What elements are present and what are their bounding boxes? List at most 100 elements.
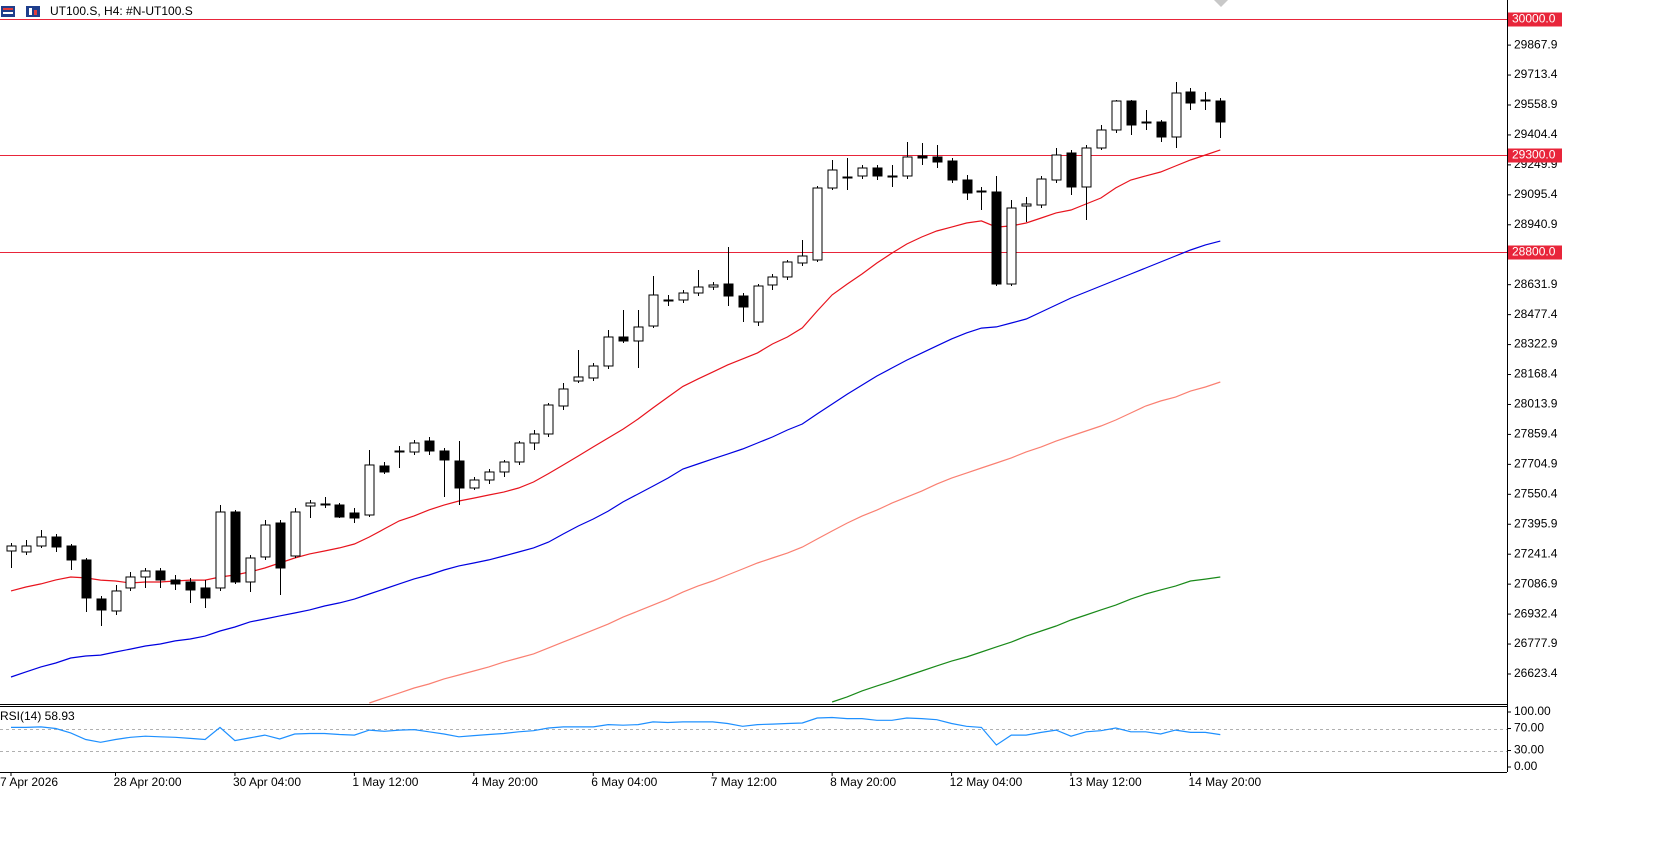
chart-title: UT100.S, H4: #N-UT100.S xyxy=(50,4,193,18)
candle-body xyxy=(902,156,913,177)
candle-body xyxy=(170,579,181,585)
level-label-bg xyxy=(1508,12,1562,27)
y-tick-label: 26777.9 xyxy=(1514,636,1558,650)
x-tick-label: 6 May 04:00 xyxy=(591,775,657,789)
y-tick-label: 26932.4 xyxy=(1514,606,1558,620)
candle-body xyxy=(260,524,271,558)
level-label: 28800.0 xyxy=(1512,245,1556,259)
x-tick-label: 1 May 12:00 xyxy=(352,775,418,789)
y-tick-label: 27550.4 xyxy=(1514,486,1558,500)
candle-body xyxy=(21,545,32,553)
candle-body xyxy=(976,190,987,193)
candle-body xyxy=(1036,178,1047,206)
x-tick-label: 30 Apr 04:00 xyxy=(233,775,301,789)
candle-body xyxy=(439,450,450,461)
symbol-icons xyxy=(1,6,40,17)
candle-body xyxy=(469,479,480,489)
y-tick-label: 28322.9 xyxy=(1514,337,1558,351)
x-tick-label: 8 May 20:00 xyxy=(830,775,896,789)
ma-line xyxy=(10,149,1221,592)
ma-line xyxy=(831,576,1221,703)
y-tick-label: 27241.4 xyxy=(1514,546,1558,560)
candle-body xyxy=(1141,121,1152,124)
rsi-tick-label: 0.00 xyxy=(1514,759,1538,773)
candle-body xyxy=(349,512,360,519)
level-label: 30000.0 xyxy=(1512,12,1556,26)
y-tick-label: 29558.9 xyxy=(1514,97,1558,111)
indicator-title: RSI(14) 58.93 xyxy=(0,709,75,723)
candle-body xyxy=(693,286,704,294)
candle-body xyxy=(797,255,808,264)
candle-body xyxy=(215,511,226,589)
candle-body xyxy=(782,261,793,278)
candle-body xyxy=(618,336,629,342)
candle-body xyxy=(1096,129,1107,149)
candle-body xyxy=(842,176,853,179)
y-tick-label: 26623.4 xyxy=(1514,666,1558,680)
candle-body xyxy=(1081,147,1092,188)
x-tick-label: 4 May 20:00 xyxy=(472,775,538,789)
candle-body xyxy=(529,433,540,444)
rsi-tick-label: 70.00 xyxy=(1514,721,1544,735)
y-tick-label: 27395.9 xyxy=(1514,516,1558,530)
candle-body xyxy=(558,388,569,407)
y-tick-label: 29095.4 xyxy=(1514,187,1558,201)
y-tick-label: 29867.9 xyxy=(1514,37,1558,51)
ma-line xyxy=(369,381,1221,704)
candle-body xyxy=(275,522,286,569)
candle-body xyxy=(708,284,719,288)
candle-body xyxy=(767,276,778,286)
candle-body xyxy=(1156,121,1167,138)
candle-body xyxy=(230,511,241,583)
x-tick-label: 12 May 04:00 xyxy=(950,775,1023,789)
x-tick-label: 28 Apr 20:00 xyxy=(114,775,182,789)
level-label: 29300.0 xyxy=(1512,148,1556,162)
candle-body xyxy=(1171,92,1182,138)
candle-body xyxy=(96,598,107,611)
candle-body xyxy=(1021,203,1032,207)
candle-body xyxy=(932,156,943,163)
candle-body xyxy=(81,559,92,599)
rsi-tick-label: 30.00 xyxy=(1514,743,1544,757)
candle-body xyxy=(305,502,316,507)
candle-body xyxy=(1006,207,1017,285)
candle-body xyxy=(454,460,465,489)
candle-body xyxy=(424,440,435,452)
candle-body xyxy=(155,570,166,581)
candle-body xyxy=(1200,99,1211,102)
candle-body xyxy=(917,155,928,159)
candle-body xyxy=(991,191,1002,285)
candle-body xyxy=(1215,100,1226,123)
candle-body xyxy=(663,299,674,302)
icon xyxy=(3,8,13,10)
y-tick-label: 28168.4 xyxy=(1514,367,1558,381)
candle-body xyxy=(394,450,405,453)
level-label-bg xyxy=(1508,245,1562,260)
x-tick-label: 14 May 20:00 xyxy=(1188,775,1261,789)
y-tick-label: 28013.9 xyxy=(1514,397,1558,411)
y-tick-label: 29404.4 xyxy=(1514,127,1558,141)
x-tick-label: 7 May 12:00 xyxy=(711,775,777,789)
candle-body xyxy=(588,365,599,379)
candle-body xyxy=(6,545,17,552)
rsi-line xyxy=(11,716,1221,746)
y-tick-label: 27859.4 xyxy=(1514,427,1558,441)
candle-body xyxy=(678,292,689,301)
candle-body xyxy=(409,442,420,453)
candle-body xyxy=(857,167,868,177)
icon xyxy=(26,6,40,17)
candle-body xyxy=(334,504,345,518)
candle-body xyxy=(633,326,644,342)
candle-body xyxy=(514,442,525,463)
candle-body xyxy=(200,587,211,599)
candle-body xyxy=(1111,100,1122,131)
candle-body xyxy=(484,471,495,481)
candle-body xyxy=(320,503,331,506)
candle-body xyxy=(125,576,136,589)
candle-body xyxy=(753,285,764,323)
candle-body xyxy=(603,336,614,367)
candle-body xyxy=(290,511,301,557)
candle-body xyxy=(1126,100,1137,126)
candle-body xyxy=(245,557,256,583)
